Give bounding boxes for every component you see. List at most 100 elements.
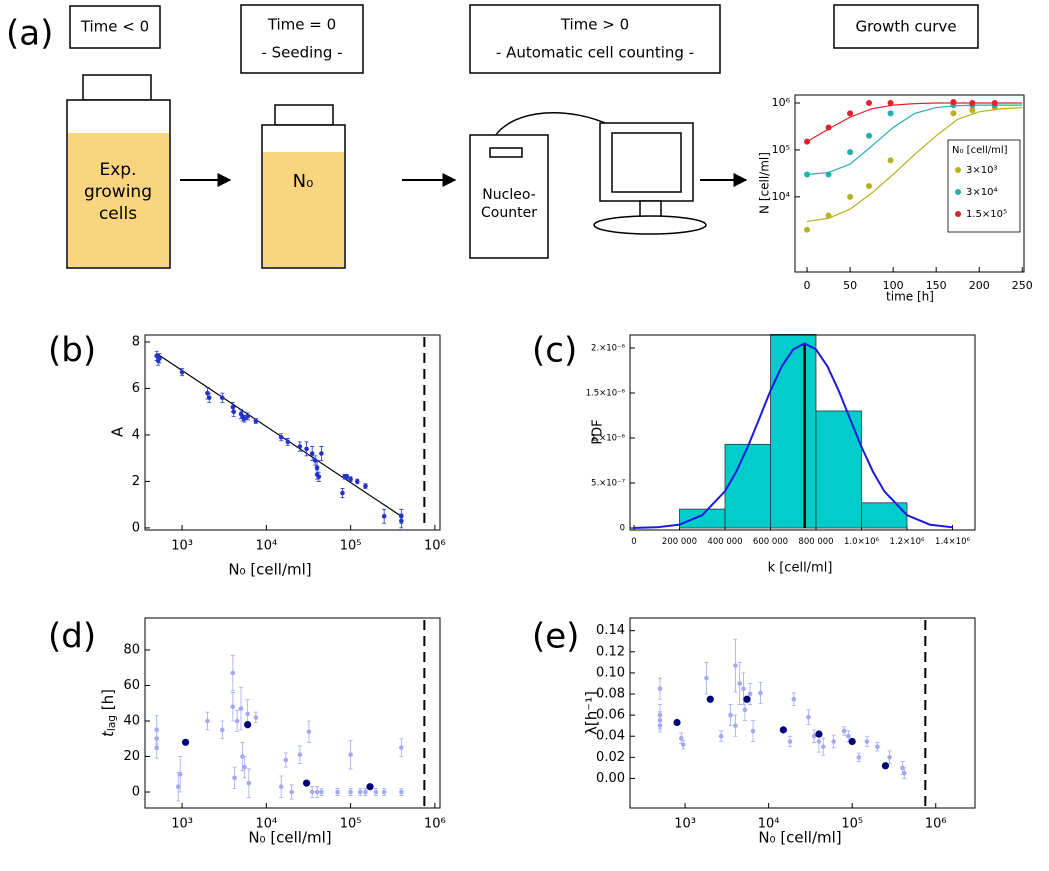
legend-label: 1.5×10⁵ [966, 209, 1007, 220]
y-tick-label: 0.04 [596, 729, 625, 744]
x-tick-label: 150 [926, 279, 947, 292]
point [231, 409, 237, 414]
point [179, 369, 185, 375]
point [887, 755, 892, 760]
legend-marker [955, 211, 961, 217]
point [841, 728, 847, 734]
y-tick-label: 10⁵ [772, 143, 790, 156]
counter-text: Counter [481, 205, 537, 221]
y-tick-label: 0 [132, 520, 140, 535]
point [950, 110, 957, 117]
point [314, 465, 320, 470]
x-tick-label: 10⁵ [841, 817, 863, 832]
point [864, 739, 870, 744]
chart: 10³ 10⁴ 10⁵ 10⁶ 0 20 40 60 80 N₀ [cell/ml] tlag [h… [99, 617, 446, 847]
point [804, 226, 811, 233]
fit-line [806, 104, 1023, 176]
point [847, 110, 854, 117]
x-tick-label: 10⁶ [925, 817, 947, 832]
panel-label: (d) [48, 617, 96, 657]
point [847, 193, 854, 200]
point [157, 355, 162, 361]
point [181, 738, 190, 746]
point [733, 723, 738, 728]
point [657, 686, 663, 692]
point [219, 727, 225, 733]
x-axis-label: N₀ [cell/ml] [758, 829, 841, 847]
bottle-text: cells [99, 204, 137, 224]
y-tick-label: 10⁴ [772, 190, 791, 203]
point [399, 518, 404, 524]
point [245, 414, 250, 419]
bottle-text: Exp. [100, 160, 137, 180]
y-tick-label: 2.×10⁻⁶ [591, 343, 626, 353]
panel-label: (b) [48, 331, 96, 371]
x-tick-label: 200 [969, 279, 990, 292]
x-tick-label: 10⁴ [255, 817, 277, 832]
x-tick-label: 1.2×10⁶ [890, 537, 925, 547]
counter-slot [489, 147, 523, 158]
point [344, 474, 350, 480]
fit-line [806, 106, 1023, 223]
point [950, 98, 957, 105]
time-box [69, 5, 161, 49]
point [728, 712, 733, 718]
point [673, 718, 681, 727]
plot-frame [629, 617, 976, 809]
legend-label: 3×10⁴ [966, 187, 997, 198]
point [866, 132, 873, 139]
counter-text: Nucleo- [482, 187, 535, 203]
box-text: - Seeding - [261, 44, 342, 62]
point [357, 789, 363, 795]
time-box [240, 4, 364, 74]
point [875, 744, 880, 750]
point [969, 107, 976, 114]
y-tick-label: 0.14 [596, 623, 625, 638]
point [242, 416, 247, 421]
point [245, 711, 250, 717]
x-axis-label: N₀ [cell/ml] [248, 829, 331, 847]
x-tick-label: 10⁶ [424, 539, 446, 554]
time-box [469, 4, 721, 74]
point [825, 171, 832, 178]
x-tick-label: 1.0×10⁶ [844, 537, 879, 547]
fit-line [806, 102, 1023, 143]
y-axis-label: A [109, 426, 127, 437]
point [316, 474, 322, 480]
y-axis-label: λ[h⁻¹] [583, 691, 601, 735]
point [319, 789, 324, 795]
x-tick-label: 250 [1012, 279, 1033, 292]
point [733, 663, 738, 668]
point [804, 138, 811, 145]
x-tick-label: 0 [631, 537, 636, 547]
y-label-part: t [99, 730, 117, 737]
plot-frame [629, 334, 976, 531]
point [881, 762, 890, 770]
point [335, 789, 340, 795]
point [856, 755, 862, 760]
panel-a: Time < 0 Time = 0 - Seeding - Time > 0 -… [66, 4, 979, 269]
legend-title: N₀ [cell/ml] [952, 145, 1008, 156]
x-axis-label: N₀ [cell/ml] [228, 561, 311, 579]
point [285, 439, 291, 445]
point [742, 707, 748, 713]
point [373, 789, 379, 795]
point [381, 789, 387, 795]
point [779, 726, 787, 734]
point [348, 752, 353, 758]
point [887, 99, 894, 106]
point [304, 446, 309, 452]
box-text: Time > 0 [560, 16, 629, 34]
point [743, 695, 751, 703]
x-tick-label: 600 000 [753, 537, 788, 547]
point [831, 739, 836, 744]
chart: 0 200 000 400 000 600 000 800 000 1.0×10⁶ 1.2×… [586, 334, 976, 576]
bar [770, 334, 817, 529]
x-tick-label: 10⁴ [758, 817, 780, 832]
point [283, 757, 289, 763]
fit-line [633, 342, 953, 529]
box-text: Time = 0 [267, 16, 336, 34]
plot-frame [144, 617, 441, 809]
chart: 10³ 10⁴ 10⁵ 10⁶ 0 2 4 6 8 N₀ [cell/ml] A [109, 334, 446, 578]
